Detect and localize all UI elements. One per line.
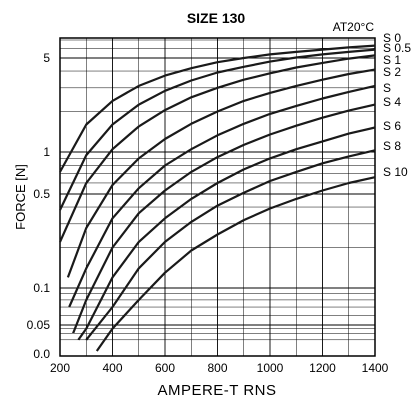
series-line: [66, 68, 376, 278]
y-tick-label: 0.0: [33, 347, 50, 361]
x-tick-label: 1000: [257, 361, 284, 375]
y-tick-label: 0.5: [33, 187, 50, 201]
x-tick-label: 800: [207, 361, 227, 375]
series-group: [58, 44, 376, 352]
series-label: S 2: [383, 65, 401, 79]
x-tick-label: 1200: [309, 361, 336, 375]
y-tick-label: 0.05: [27, 318, 51, 332]
y-axis-label: FORCE [N]: [13, 164, 28, 230]
series-line: [72, 103, 376, 334]
series-line: [59, 44, 376, 173]
grid: [59, 38, 376, 356]
series-label: S: [383, 81, 391, 95]
series-label: S 1: [383, 53, 401, 67]
series-label: S 8: [383, 139, 401, 153]
series-label: S 10: [383, 165, 408, 179]
tick-labels: 200 400 600 800 1000 1200 1400 5 1 0.5 0.1 0.05 0.0: [27, 51, 389, 375]
x-axis-label: AMPERE-T RNS: [157, 382, 276, 399]
series-label: S 6: [383, 119, 401, 133]
chart-title: SIZE 130: [187, 10, 246, 26]
series-label: S 0: [383, 31, 401, 45]
series-line: [77, 126, 376, 341]
series-line: [95, 176, 376, 352]
y-tick-label: 0.1: [33, 281, 50, 295]
series-labels: S 0S 0.5S 1S 2 SS 4 S 6 S 8 S 10: [383, 31, 411, 179]
series-label: S 0.5: [383, 41, 411, 55]
series-line: [58, 54, 376, 243]
x-tick-label: 200: [50, 361, 70, 375]
series-line: [59, 48, 376, 211]
series-line: [68, 84, 376, 308]
series-line: [85, 149, 376, 341]
temperature-annotation: AT20°C: [333, 20, 375, 34]
x-tick-label: 1400: [362, 361, 389, 375]
y-tick-label: 5: [43, 51, 50, 65]
y-tick-label: 1: [43, 145, 50, 159]
plot-frame: [59, 37, 376, 357]
x-tick-label: 400: [102, 361, 122, 375]
series-label: S 4: [383, 95, 401, 109]
x-tick-label: 600: [155, 361, 175, 375]
